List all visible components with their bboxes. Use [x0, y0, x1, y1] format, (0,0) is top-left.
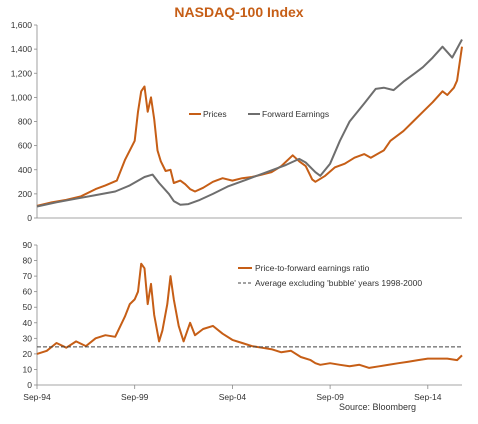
top-y-tick-label: 200 — [18, 189, 32, 199]
top-y-tick-label: 1,600 — [11, 20, 33, 30]
top-legend-label-0: Prices — [203, 109, 227, 119]
top-y-tick-label: 1,400 — [11, 44, 33, 54]
top-legend-label-1: Forward Earnings — [262, 109, 329, 119]
bottom-legend-label-1: Average excluding 'bubble' years 1998-20… — [255, 278, 422, 288]
top-y-tick-label: 1,200 — [11, 68, 33, 78]
top-y-tick-label: 1,000 — [11, 92, 33, 102]
bottom-x-tick-label: Sep-94 — [23, 392, 51, 402]
bottom-y-tick-label: 90 — [23, 240, 33, 250]
bottom-chart: 0 10 20 30 40 50 60 70 80 90 Sep-94 Sep-99 Sep-04 Sep… — [23, 240, 463, 402]
bottom-x-tick-label: Sep-99 — [121, 392, 149, 402]
chart-title: NASDAQ-100 Index — [174, 4, 304, 20]
bottom-y-tick-label: 50 — [23, 302, 33, 312]
bottom-legend-label-0: Price-to-forward earnings ratio — [255, 263, 370, 273]
top-y-tick-label: 600 — [18, 141, 32, 151]
bottom-x-tick-label: Sep-09 — [316, 392, 344, 402]
top-y-tick-label: 400 — [18, 165, 32, 175]
bottom-x-tick-label: Sep-14 — [414, 392, 442, 402]
top-y-tick-label: 0 — [27, 213, 32, 223]
top-series-line-0 — [36, 46, 463, 207]
bottom-y-tick-label: 20 — [23, 349, 33, 359]
bottom-y-tick-label: 40 — [23, 318, 33, 328]
bottom-y-tick-label: 70 — [23, 271, 33, 281]
bottom-y-tick-label: 60 — [23, 287, 33, 297]
bottom-y-tick-label: 80 — [23, 256, 33, 266]
bottom-x-tick-label: Sep-04 — [219, 392, 247, 402]
bottom-y-tick-label: 30 — [23, 333, 33, 343]
bottom-y-tick-label: 10 — [23, 364, 33, 374]
source-note: Source: Bloomberg — [339, 402, 417, 412]
bottom-y-tick-label: 0 — [27, 380, 32, 390]
top-series-line-1 — [36, 39, 463, 208]
bottom-series-line-0 — [36, 262, 463, 369]
top-y-tick-label: 800 — [18, 117, 32, 127]
top-chart: 0 200 400 600 800 1,000 1,200 1,400 1,600 Prices F… — [11, 20, 463, 223]
